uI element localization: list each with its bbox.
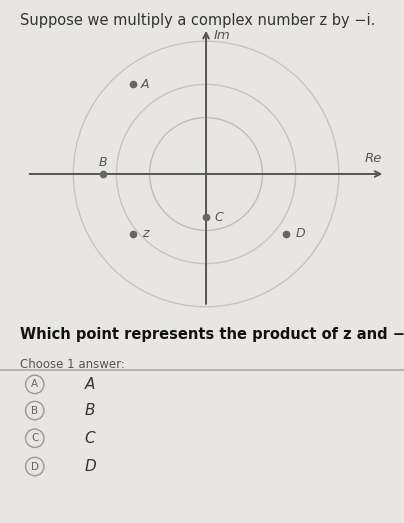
Text: A: A (141, 78, 149, 91)
Text: A: A (31, 379, 38, 390)
Text: Suppose we multiply a complex number z by −i.: Suppose we multiply a complex number z b… (20, 13, 376, 28)
Text: D: D (31, 461, 39, 472)
Text: C: C (85, 431, 95, 446)
Text: z: z (142, 227, 149, 240)
Text: Re: Re (364, 152, 382, 165)
Text: D: D (85, 459, 97, 474)
Text: Choose 1 answer:: Choose 1 answer: (20, 358, 125, 371)
Text: B: B (99, 155, 107, 168)
Text: Which point represents the product of z and −i?: Which point represents the product of z … (20, 327, 404, 342)
Text: A: A (85, 377, 95, 392)
Text: B: B (31, 405, 38, 416)
Text: C: C (31, 433, 38, 444)
Text: Im: Im (214, 29, 231, 42)
Text: D: D (296, 227, 305, 240)
Text: B: B (85, 403, 95, 418)
Text: C: C (215, 211, 223, 224)
